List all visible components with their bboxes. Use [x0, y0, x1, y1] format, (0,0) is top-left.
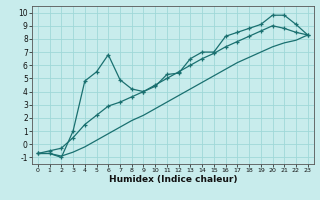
X-axis label: Humidex (Indice chaleur): Humidex (Indice chaleur) — [108, 175, 237, 184]
